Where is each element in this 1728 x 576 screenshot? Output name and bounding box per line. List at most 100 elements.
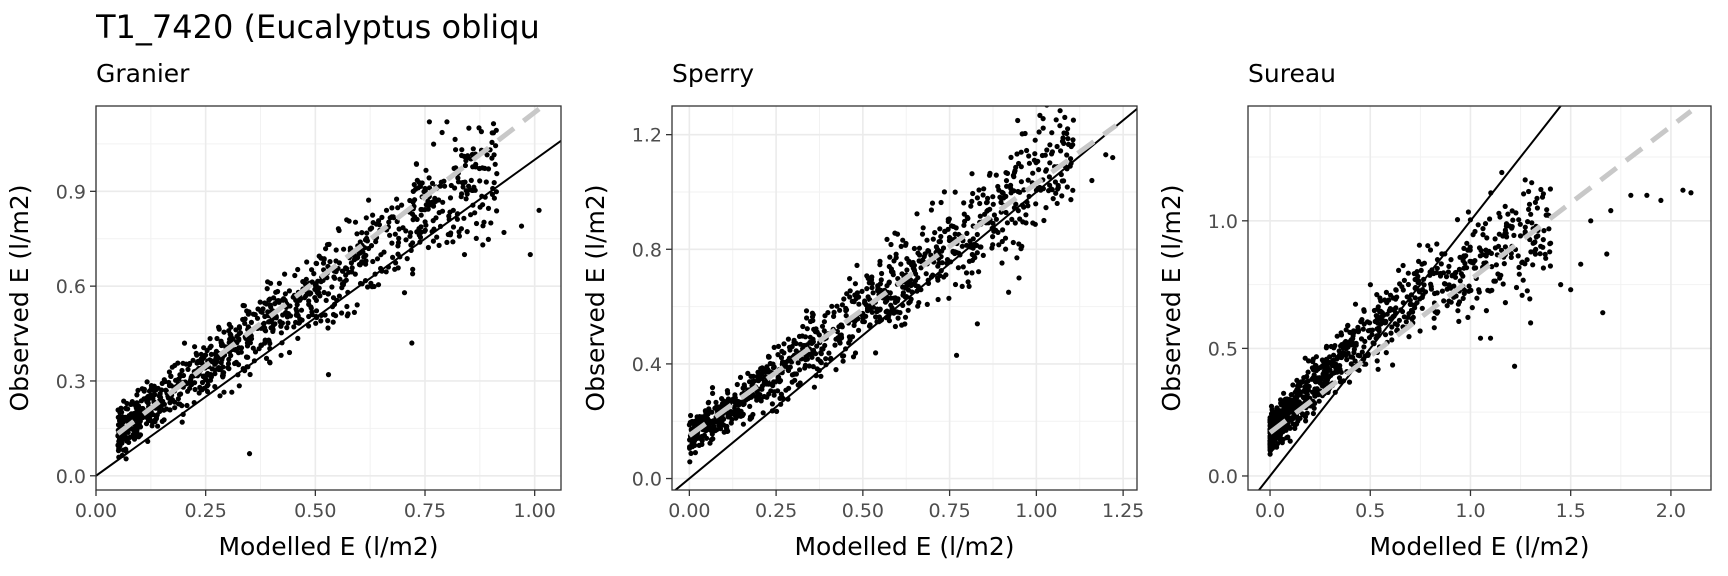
data-point xyxy=(747,394,753,400)
data-point xyxy=(976,187,982,193)
data-point xyxy=(960,264,966,270)
data-point xyxy=(897,310,903,316)
data-point xyxy=(1389,337,1395,343)
y-tick-label: 1.0 xyxy=(1208,211,1238,233)
data-point xyxy=(203,352,209,358)
data-point xyxy=(434,234,440,240)
data-point xyxy=(736,413,742,419)
data-point xyxy=(890,272,896,278)
data-point xyxy=(1434,241,1440,247)
data-point xyxy=(1465,209,1471,215)
data-point xyxy=(423,167,429,173)
data-point xyxy=(1315,375,1321,381)
data-point xyxy=(877,258,883,264)
data-point xyxy=(1446,263,1452,269)
data-point xyxy=(1382,332,1389,338)
data-point xyxy=(770,365,777,371)
data-point xyxy=(459,180,465,186)
data-point xyxy=(915,275,921,281)
data-point xyxy=(1487,216,1493,222)
data-point xyxy=(759,386,765,392)
data-point xyxy=(1522,224,1528,230)
data-point xyxy=(390,254,396,260)
data-point xyxy=(407,233,413,239)
data-point xyxy=(1508,254,1514,260)
data-point xyxy=(293,306,299,312)
data-point xyxy=(1416,258,1422,264)
data-point xyxy=(1023,212,1029,218)
x-tick-label: 0.50 xyxy=(294,500,336,522)
data-point xyxy=(134,427,140,433)
data-point xyxy=(946,216,952,222)
data-point xyxy=(1498,247,1505,253)
data-point xyxy=(1062,114,1068,120)
data-point xyxy=(895,296,901,302)
data-point xyxy=(847,294,853,300)
data-point xyxy=(492,76,497,81)
data-point xyxy=(920,257,926,263)
data-point xyxy=(809,310,816,316)
data-point xyxy=(1033,201,1039,207)
data-point xyxy=(888,241,894,248)
data-point xyxy=(1503,221,1510,227)
data-point xyxy=(292,272,298,279)
data-point xyxy=(1274,417,1280,423)
data-point xyxy=(248,319,254,325)
data-point xyxy=(839,302,846,308)
data-point xyxy=(810,317,816,324)
data-point xyxy=(409,340,415,346)
data-point xyxy=(902,285,909,291)
data-point xyxy=(518,223,525,229)
data-point xyxy=(1025,177,1031,183)
data-point xyxy=(422,185,428,192)
fit-line xyxy=(116,106,541,436)
data-point xyxy=(964,230,970,236)
data-point xyxy=(1465,314,1471,320)
data-point xyxy=(383,207,390,213)
data-point xyxy=(159,380,165,386)
data-point xyxy=(203,377,209,383)
data-point xyxy=(323,246,329,252)
data-point xyxy=(888,295,894,301)
data-point xyxy=(987,206,993,212)
data-point xyxy=(450,239,456,245)
data-point xyxy=(904,267,910,273)
data-point xyxy=(284,314,290,320)
data-point xyxy=(363,261,369,267)
data-point xyxy=(1374,292,1380,298)
data-point xyxy=(1291,403,1297,409)
data-point xyxy=(1297,415,1303,421)
data-point xyxy=(1443,274,1450,280)
data-point xyxy=(991,212,998,218)
data-point xyxy=(1071,80,1076,85)
data-point xyxy=(341,246,347,252)
data-point xyxy=(1532,251,1538,257)
data-point xyxy=(1453,293,1459,299)
data-point xyxy=(1345,322,1351,328)
data-point xyxy=(771,344,777,350)
data-point xyxy=(1421,282,1427,288)
data-point xyxy=(1330,357,1336,363)
data-point xyxy=(1302,355,1308,361)
data-point xyxy=(1526,201,1533,207)
data-point xyxy=(980,192,986,198)
plot-background xyxy=(1248,106,1711,490)
data-point xyxy=(1658,197,1664,204)
data-point xyxy=(501,229,507,236)
data-point xyxy=(1040,125,1046,131)
data-point xyxy=(806,363,812,369)
data-point xyxy=(1269,432,1275,438)
data-point xyxy=(433,198,439,204)
data-point xyxy=(802,362,809,368)
data-point xyxy=(1464,240,1470,246)
data-point xyxy=(1396,267,1402,273)
data-point xyxy=(928,207,935,213)
data-point xyxy=(365,284,371,290)
data-point xyxy=(264,286,270,292)
data-point xyxy=(847,288,853,294)
data-point xyxy=(275,288,281,295)
data-point xyxy=(704,435,710,441)
data-point xyxy=(426,175,432,181)
data-point xyxy=(456,233,462,239)
data-point xyxy=(320,260,327,266)
